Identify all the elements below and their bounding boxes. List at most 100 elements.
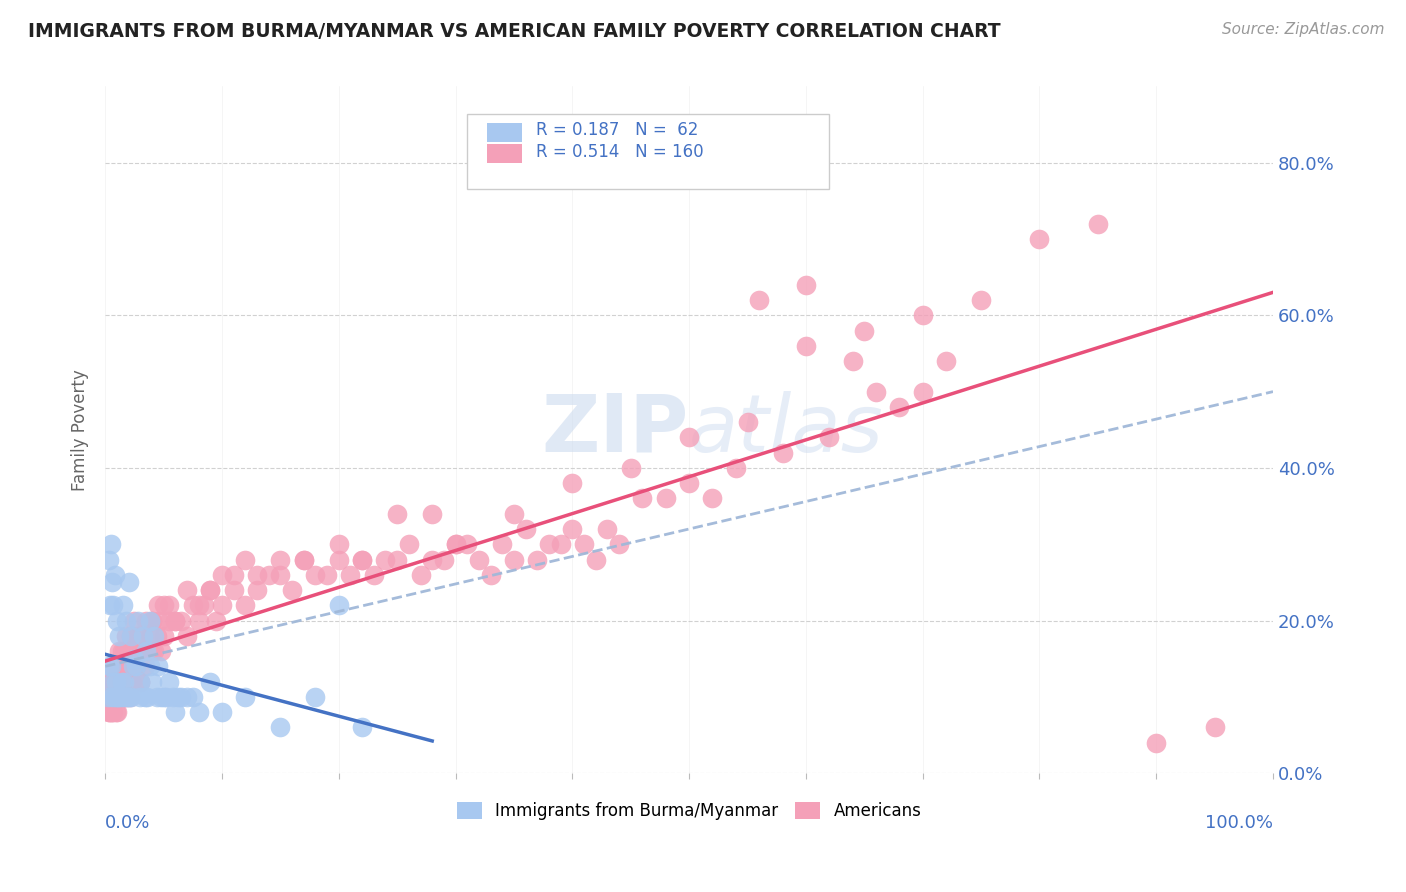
- Point: [865, 384, 887, 399]
- Point: [1087, 217, 1109, 231]
- Point: [112, 674, 135, 689]
- Point: [187, 614, 209, 628]
- Text: R = 0.514   N = 160: R = 0.514 N = 160: [536, 143, 704, 161]
- Point: [211, 705, 233, 719]
- Point: [111, 659, 134, 673]
- Point: [444, 537, 467, 551]
- Text: atlas: atlas: [689, 391, 884, 469]
- Point: [145, 690, 167, 704]
- Point: [328, 552, 350, 566]
- Point: [120, 659, 142, 673]
- Point: [596, 522, 619, 536]
- Point: [136, 644, 159, 658]
- Point: [281, 582, 304, 597]
- Point: [235, 690, 257, 704]
- Point: [124, 659, 146, 673]
- Point: [181, 599, 204, 613]
- Bar: [486, 123, 522, 142]
- Point: [889, 400, 911, 414]
- Point: [398, 537, 420, 551]
- Text: 0.0%: 0.0%: [105, 814, 150, 832]
- Point: [328, 599, 350, 613]
- Point: [176, 690, 198, 704]
- Point: [111, 674, 134, 689]
- Point: [97, 705, 120, 719]
- Point: [420, 552, 443, 566]
- Point: [97, 705, 120, 719]
- Point: [794, 339, 817, 353]
- Point: [103, 567, 125, 582]
- Point: [127, 614, 149, 628]
- Point: [108, 674, 131, 689]
- Point: [292, 552, 315, 566]
- Point: [101, 690, 124, 704]
- Point: [456, 537, 478, 551]
- Point: [105, 659, 128, 673]
- Point: [211, 599, 233, 613]
- Point: [911, 308, 934, 322]
- Point: [97, 659, 120, 673]
- Point: [98, 674, 121, 689]
- Point: [135, 644, 157, 658]
- Point: [561, 476, 583, 491]
- Point: [159, 614, 181, 628]
- Point: [503, 507, 526, 521]
- Point: [112, 644, 135, 658]
- Point: [135, 644, 157, 658]
- Point: [152, 629, 174, 643]
- Point: [129, 690, 152, 704]
- Point: [200, 582, 222, 597]
- Point: [100, 537, 122, 551]
- Point: [152, 599, 174, 613]
- Point: [200, 582, 222, 597]
- Point: [526, 552, 548, 566]
- Point: [352, 552, 374, 566]
- Point: [110, 659, 132, 673]
- Point: [409, 567, 432, 582]
- Point: [162, 690, 184, 704]
- Text: ZIP: ZIP: [541, 391, 689, 469]
- Point: [352, 720, 374, 734]
- Point: [181, 690, 204, 704]
- Point: [107, 690, 129, 704]
- Point: [134, 659, 156, 673]
- Point: [166, 690, 188, 704]
- Point: [257, 567, 280, 582]
- Point: [103, 690, 125, 704]
- Point: [110, 690, 132, 704]
- Point: [970, 293, 993, 307]
- Point: [737, 415, 759, 429]
- Point: [655, 491, 678, 506]
- Point: [103, 674, 125, 689]
- Point: [146, 659, 169, 673]
- Point: [620, 461, 643, 475]
- Point: [561, 522, 583, 536]
- Point: [150, 644, 173, 658]
- Point: [124, 651, 146, 665]
- Point: [134, 690, 156, 704]
- Point: [339, 567, 361, 582]
- Point: [129, 674, 152, 689]
- Point: [433, 552, 456, 566]
- Point: [1144, 736, 1167, 750]
- Point: [101, 690, 124, 704]
- Point: [117, 644, 139, 658]
- Point: [141, 614, 163, 628]
- Point: [124, 659, 146, 673]
- Point: [269, 720, 291, 734]
- Point: [111, 690, 134, 704]
- Point: [122, 659, 145, 673]
- Point: [97, 552, 120, 566]
- Point: [1204, 720, 1226, 734]
- Point: [269, 552, 291, 566]
- Point: [117, 690, 139, 704]
- Point: [550, 537, 572, 551]
- Point: [363, 567, 385, 582]
- Point: [98, 599, 121, 613]
- Point: [176, 629, 198, 643]
- Point: [104, 705, 127, 719]
- Text: IMMIGRANTS FROM BURMA/MYANMAR VS AMERICAN FAMILY POVERTY CORRELATION CHART: IMMIGRANTS FROM BURMA/MYANMAR VS AMERICA…: [28, 22, 1001, 41]
- Point: [98, 690, 121, 704]
- Point: [170, 690, 193, 704]
- Legend: Immigrants from Burma/Myanmar, Americans: Immigrants from Burma/Myanmar, Americans: [450, 795, 928, 827]
